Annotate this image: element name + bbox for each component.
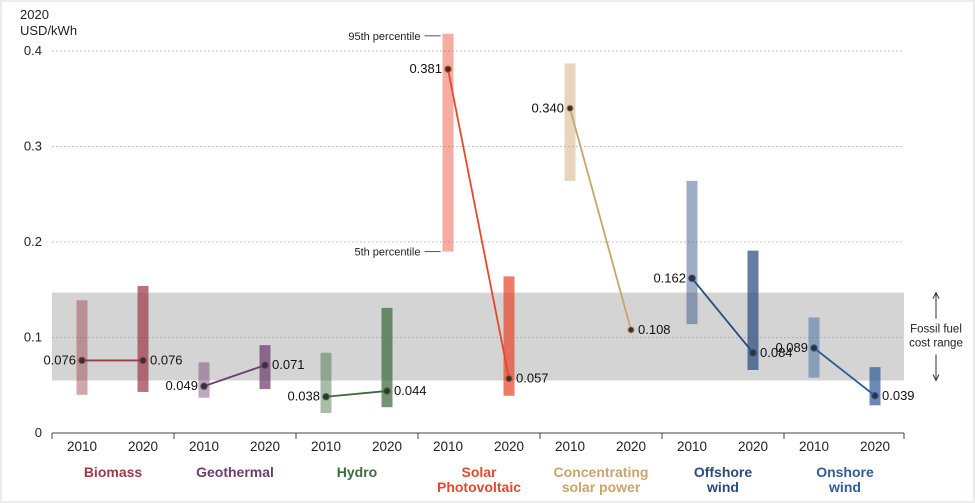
y-tick-label: 0.4 — [24, 43, 42, 58]
percentile-bar — [76, 300, 88, 395]
average-dot — [383, 387, 391, 395]
technology-label: Solar — [461, 464, 497, 480]
value-label: 0.044 — [394, 383, 427, 398]
x-axis: 2010 2020 2010 2020 2010 2020 2010 2020 2010 2020… — [51, 433, 905, 454]
percentile-bar — [686, 180, 698, 325]
value-label: 0.071 — [272, 357, 305, 372]
y-tick-label: 0.3 — [24, 139, 42, 154]
technology-label: Offshore — [694, 464, 753, 480]
percentile-annotations: 95th percentile 5th percentile — [348, 31, 441, 259]
p5-label: 5th percentile — [354, 247, 420, 259]
percentile-bar — [198, 362, 210, 398]
technology-label: wind — [828, 479, 861, 495]
fossil-arrowhead-down — [932, 374, 940, 382]
value-label: 0.057 — [516, 371, 549, 386]
value-label: 0.084 — [760, 345, 793, 360]
year-label: 2010 — [433, 439, 463, 454]
value-label: 0.038 — [287, 389, 320, 404]
year-label: 2010 — [555, 439, 585, 454]
fossil-arrowhead-up — [932, 291, 940, 299]
percentile-bar — [137, 285, 149, 392]
fossil-label: cost range — [909, 338, 963, 350]
value-label: 0.108 — [638, 322, 671, 337]
value-label: 0.049 — [165, 378, 198, 393]
year-label: 2010 — [799, 439, 829, 454]
y-tick-labels: 0 0.1 0.2 0.3 0.4 — [24, 43, 42, 440]
average-dot — [810, 344, 818, 352]
average-dot — [261, 361, 269, 369]
average-dot — [200, 382, 208, 390]
percentile-bar — [442, 33, 454, 252]
value-label: 0.076 — [150, 352, 183, 367]
technology-label: Hydro — [337, 464, 377, 480]
percentile-bars — [76, 33, 881, 413]
average-dot — [688, 274, 696, 282]
year-label: 2010 — [311, 439, 341, 454]
value-label: 0.340 — [531, 100, 564, 115]
year-label: 2020 — [738, 439, 768, 454]
average-dot — [78, 356, 86, 365]
value-label: 0.039 — [882, 388, 915, 403]
trend-line — [203, 364, 266, 388]
trend-lines — [82, 68, 876, 398]
percentile-bar — [320, 352, 332, 413]
percentile-bar — [381, 307, 393, 408]
year-label: 2020 — [616, 439, 646, 454]
average-dot — [139, 356, 147, 365]
technology-label: Concentrating — [554, 464, 649, 480]
year-label: 2020 — [128, 439, 158, 454]
trend-line — [691, 277, 754, 354]
average-dot — [749, 349, 757, 357]
year-label: 2020 — [494, 439, 524, 454]
year-label: 2020 — [250, 439, 280, 454]
fossil-cost-band — [52, 292, 904, 381]
fossil-annotation: Fossil fuel cost range — [909, 291, 963, 382]
trend-line — [325, 390, 388, 398]
value-label: 0.381 — [409, 61, 442, 76]
y-tick-label: 0.1 — [24, 330, 42, 345]
average-dot — [627, 326, 635, 334]
average-dot — [444, 65, 452, 73]
year-label: 2010 — [189, 439, 219, 454]
technology-label: Photovoltaic — [437, 479, 521, 495]
technology-label: wind — [706, 479, 739, 495]
y-tick-label: 0.2 — [24, 234, 42, 249]
year-label: 2020 — [860, 439, 890, 454]
average-dot — [871, 392, 879, 400]
value-labels: 0.076 0.076 0.049 0.071 0.038 0.044 0.381 0.057… — [43, 61, 914, 404]
percentile-bar — [869, 367, 881, 406]
technology-label: Onshore — [816, 464, 874, 480]
p95-label: 95th percentile — [348, 31, 420, 43]
technology-label: Geothermal — [196, 464, 274, 480]
fossil-label: Fossil fuel — [910, 324, 962, 336]
unit-currency: USD/kWh — [20, 23, 77, 38]
percentile-bar — [747, 250, 759, 370]
average-dot — [566, 104, 574, 113]
value-label: 0.089 — [775, 340, 808, 355]
technology-label: Biomass — [84, 464, 143, 480]
technology-label: solar power — [562, 479, 641, 495]
year-label: 2010 — [677, 439, 707, 454]
average-dots — [78, 65, 879, 401]
percentile-bar — [503, 276, 515, 396]
trend-line — [813, 347, 876, 397]
value-label: 0.076 — [43, 352, 76, 367]
year-label: 2020 — [372, 439, 402, 454]
average-dot — [505, 374, 513, 383]
trend-line — [447, 68, 510, 379]
unit-year: 2020 — [20, 7, 49, 22]
y-tick-label: 0 — [35, 425, 42, 440]
year-label: 2010 — [67, 439, 97, 454]
average-dot — [322, 393, 330, 401]
value-label: 0.162 — [653, 270, 686, 285]
trend-line — [569, 108, 632, 331]
percentile-bar — [564, 63, 576, 181]
